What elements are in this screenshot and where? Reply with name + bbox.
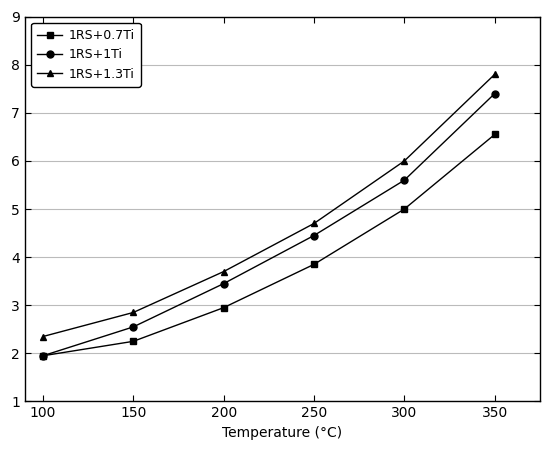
Line: 1RS+1Ti: 1RS+1Ti [40,90,498,359]
1RS+1Ti [401,178,408,183]
1RS+0.7Ti [491,132,498,137]
X-axis label: Temperature (°C): Temperature (°C) [222,426,342,440]
1RS+1.3Ti [130,310,137,315]
1RS+0.7Ti [220,305,227,310]
Line: 1RS+1.3Ti: 1RS+1.3Ti [40,71,498,340]
1RS+1Ti [220,281,227,286]
1RS+1Ti [491,91,498,97]
1RS+1.3Ti [311,221,317,226]
1RS+0.7Ti [311,262,317,267]
Legend: 1RS+0.7Ti, 1RS+1Ti, 1RS+1.3Ti: 1RS+0.7Ti, 1RS+1Ti, 1RS+1.3Ti [31,23,141,87]
Line: 1RS+0.7Ti: 1RS+0.7Ti [40,131,498,359]
1RS+0.7Ti [130,339,137,344]
1RS+0.7Ti [401,207,408,212]
1RS+1Ti [311,233,317,238]
1RS+1.3Ti [40,334,46,339]
1RS+1.3Ti [491,72,498,77]
1RS+0.7Ti [40,353,46,359]
1RS+1Ti [130,324,137,330]
1RS+1.3Ti [220,269,227,274]
1RS+1Ti [40,353,46,359]
1RS+1.3Ti [401,158,408,164]
